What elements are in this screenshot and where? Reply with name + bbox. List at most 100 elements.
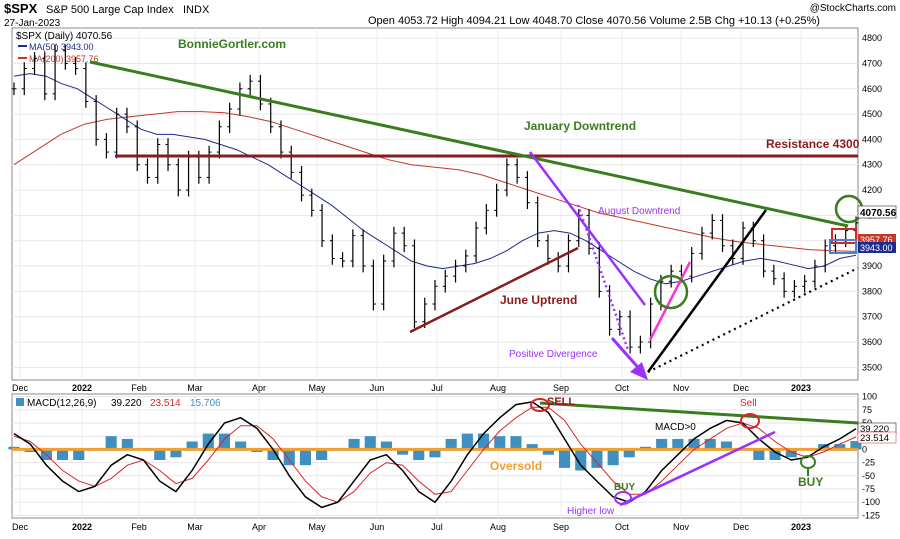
price-bar (401, 226, 407, 253)
price-bar (206, 145, 212, 184)
index-name: S&P 500 Large Cap Index (46, 4, 174, 16)
price-bar (463, 249, 469, 273)
price-bar (319, 204, 325, 248)
signal-value-label: 23.514 (860, 433, 889, 444)
buy-label-1: BUY (614, 482, 635, 493)
histogram-bar (154, 449, 166, 460)
price-bar (114, 107, 120, 159)
price-bar (596, 241, 602, 298)
symbol-title: $SPX (4, 1, 38, 16)
price-bar (442, 269, 448, 293)
price-ytick-label: 4500 (862, 109, 882, 119)
higher-low-label: Higher low (567, 506, 615, 517)
histogram-bar (494, 436, 506, 450)
price-bar (155, 138, 161, 184)
macd-xtick-label: Feb (131, 522, 147, 532)
ma50-line (13, 73, 857, 285)
price-xtick-label: Jul (431, 383, 443, 393)
resistance-label: Resistance 4300 (766, 137, 860, 151)
histogram-bar (316, 449, 328, 460)
price-bar (340, 252, 346, 268)
price-xtick-label: Aug (490, 383, 506, 393)
macd-value-label: 39.220 (860, 424, 889, 435)
macd-higher-low-line (619, 430, 776, 507)
histogram-bar (267, 449, 279, 460)
price-bar (637, 335, 643, 354)
histogram-bar (202, 433, 214, 450)
histogram-bar (461, 433, 473, 450)
histogram-bar (526, 444, 538, 450)
histogram-bar (542, 449, 554, 455)
histogram-bar (575, 449, 587, 471)
histogram-bar (121, 438, 133, 450)
histogram-bar (607, 449, 619, 466)
price-ytick-label: 3900 (862, 261, 882, 271)
macd-xtick-label: Sep (553, 522, 569, 532)
histogram-bar (170, 449, 182, 458)
price-xtick-label: Sep (553, 383, 569, 393)
price-bar (11, 82, 17, 96)
histogram-bar (510, 436, 522, 450)
price-bar (535, 196, 541, 248)
price-bar (381, 254, 387, 311)
price-bar (473, 221, 479, 263)
histogram-bar (720, 441, 732, 450)
macd-ytick-label: 100 (862, 392, 877, 402)
price-xtick-label: Oct (615, 383, 630, 393)
sell-label-1: SELL (547, 396, 575, 408)
buy-label-2: BUY (798, 475, 823, 489)
price-ytick-label: 4600 (862, 84, 882, 94)
sell-circle-1 (530, 398, 550, 412)
histogram-bar (672, 438, 684, 450)
histogram-bar (397, 449, 409, 455)
macd-panel (11, 393, 859, 519)
macd-ytick-label: 75 (862, 405, 872, 415)
black-uptrend-line (646, 209, 768, 373)
price-bar (524, 171, 530, 210)
price-bar (689, 247, 695, 283)
price-bar (237, 82, 243, 116)
histogram-bar (105, 436, 117, 450)
histogram-bar (623, 449, 635, 458)
price-bar (812, 259, 818, 288)
macd-ytick-label: -50 (862, 471, 875, 481)
price-bar (73, 57, 79, 75)
price-bar (42, 52, 48, 101)
watermark: @StockCharts.com (810, 3, 896, 14)
price-bar (781, 272, 787, 298)
sell-circle-2 (740, 413, 760, 429)
price-bar (791, 279, 797, 298)
histogram-bar (753, 449, 765, 460)
macd-ytick-label: -125 (862, 510, 880, 520)
macd-ytick-label: -25 (862, 458, 875, 468)
macd-xtick-label: May (308, 522, 326, 532)
price-bar (422, 297, 428, 329)
macd-ytick-label: -75 (862, 484, 875, 494)
price-xtick-label: Dec (733, 383, 750, 393)
buy-circle-1 (614, 491, 632, 505)
price-bar (124, 107, 130, 134)
sell-label-2: Sell (740, 398, 757, 409)
macd-ytick-label: 0 (862, 444, 867, 454)
price-xtick-label: May (308, 383, 326, 393)
macd-xtick-label: Mar (187, 522, 203, 532)
price-bar (278, 120, 284, 159)
divergence-line (576, 204, 630, 351)
price-bar (247, 74, 253, 96)
price-bar (103, 133, 109, 159)
price-ytick-label: 3500 (862, 362, 882, 372)
macd-xtick-label: Aug (490, 522, 506, 532)
macd-legend-signal: 23.514 (150, 398, 181, 409)
blue-box (829, 239, 857, 254)
price-bar (350, 229, 356, 268)
price-bar (216, 120, 222, 159)
price-bar (494, 183, 500, 217)
histogram-bar (413, 449, 425, 460)
macd-legend: MACD(12,26,9) 39.220 23.514 15.706 (16, 398, 221, 409)
price-bar (699, 226, 705, 260)
june-uptrend-line (409, 246, 579, 334)
macd-legend-macd: 39.220 (111, 398, 142, 409)
author-credit: BonnieGortler.com (178, 37, 286, 51)
price-bar (329, 234, 335, 265)
macd-xtick-label: 2022 (72, 522, 92, 532)
